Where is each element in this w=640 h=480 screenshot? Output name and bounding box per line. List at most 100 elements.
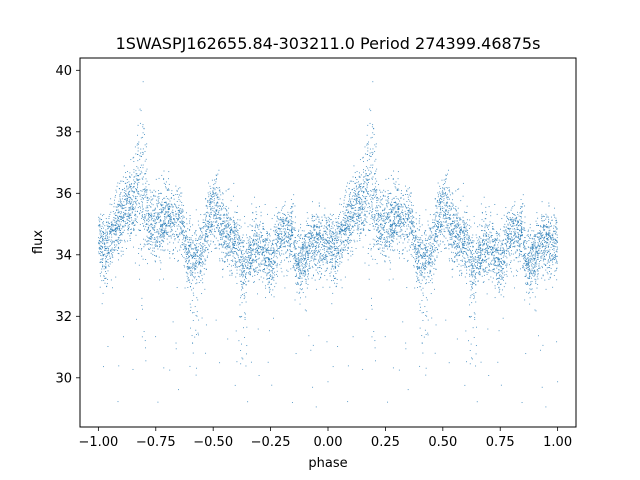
data-point (380, 233, 382, 235)
data-point (147, 210, 149, 212)
data-point (235, 223, 237, 225)
data-point (493, 245, 495, 247)
data-point (427, 238, 429, 240)
data-point (195, 263, 197, 265)
data-point (123, 221, 125, 223)
data-point (309, 267, 311, 269)
data-point (506, 275, 508, 277)
data-point (320, 241, 322, 243)
data-point (393, 208, 395, 210)
data-point (360, 228, 362, 230)
data-point (418, 220, 420, 222)
data-point (205, 247, 206, 249)
data-point (391, 246, 393, 248)
data-point (194, 268, 196, 269)
data-point (299, 251, 301, 253)
data-point (178, 216, 180, 217)
data-point (185, 238, 186, 240)
data-point (494, 244, 496, 245)
data-point (140, 207, 142, 209)
data-point (111, 242, 113, 244)
data-point (538, 232, 540, 234)
data-point (556, 219, 557, 221)
data-point (340, 226, 342, 228)
data-point (144, 340, 146, 342)
data-point (180, 212, 182, 214)
data-point (407, 188, 409, 190)
data-point (105, 238, 107, 240)
data-point (252, 254, 254, 255)
data-point (551, 234, 553, 236)
data-point (480, 243, 482, 245)
data-point (311, 244, 312, 246)
data-point (188, 261, 190, 263)
data-point (495, 238, 497, 240)
data-point (266, 239, 268, 241)
data-point (142, 178, 144, 180)
data-point (305, 252, 307, 254)
data-point (481, 261, 483, 263)
data-point (154, 222, 156, 224)
data-point (362, 191, 364, 192)
data-point (298, 246, 300, 248)
data-point (128, 191, 130, 193)
data-point (291, 228, 293, 230)
data-point (329, 286, 331, 288)
data-point (161, 239, 163, 241)
data-point (321, 244, 323, 245)
data-point (392, 221, 394, 223)
data-point (215, 194, 217, 196)
data-point (457, 226, 458, 228)
data-point (214, 189, 216, 191)
data-point (505, 249, 507, 251)
data-point (168, 209, 169, 211)
data-point (388, 198, 390, 199)
data-point (481, 254, 483, 255)
data-point (144, 216, 146, 218)
data-point (346, 219, 348, 221)
data-point (378, 204, 380, 206)
data-point (205, 250, 207, 252)
data-point (213, 184, 215, 186)
data-point (241, 357, 243, 359)
data-point (438, 224, 440, 225)
data-point (358, 209, 360, 211)
data-point (440, 240, 441, 242)
data-point (512, 206, 514, 207)
data-point (122, 220, 124, 221)
data-point (443, 202, 445, 204)
data-point (310, 225, 312, 227)
data-point (234, 211, 236, 213)
data-point (205, 259, 207, 261)
data-point (510, 267, 512, 269)
data-point (530, 250, 531, 251)
data-point (298, 266, 300, 268)
data-point (167, 203, 169, 205)
data-point (376, 210, 378, 212)
data-point (226, 213, 227, 215)
data-point (237, 235, 239, 237)
data-point (289, 230, 291, 232)
data-point (143, 189, 145, 191)
data-point (203, 234, 205, 236)
data-point (528, 275, 530, 277)
data-point (106, 248, 108, 250)
data-point (121, 228, 123, 230)
data-point (542, 254, 544, 256)
data-point (173, 198, 175, 200)
data-point (319, 254, 321, 256)
data-point (321, 238, 323, 240)
data-point (528, 240, 530, 241)
data-point (301, 270, 303, 272)
data-point (135, 214, 137, 216)
data-point (124, 212, 126, 214)
data-point (509, 238, 511, 239)
data-point (494, 238, 496, 240)
data-point (133, 183, 135, 185)
data-point (255, 250, 257, 252)
data-point (204, 238, 206, 240)
data-point (136, 318, 137, 320)
data-point (478, 251, 480, 253)
data-point (465, 247, 467, 249)
data-point (200, 253, 202, 255)
